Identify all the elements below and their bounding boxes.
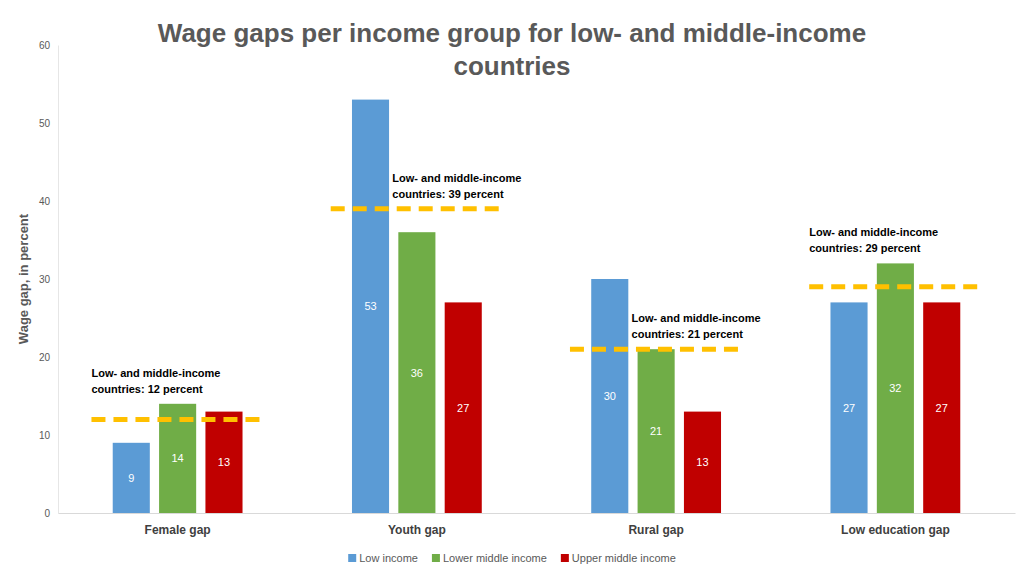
y-tick-label: 20 <box>39 352 51 363</box>
y-axis-line <box>58 46 59 514</box>
y-tick: 30 <box>39 274 58 285</box>
annotation: Low- and middle-income <box>809 226 938 238</box>
title-line: countries <box>453 51 570 81</box>
x-tick: Rural gap <box>628 513 683 537</box>
annotation: Low- and middle-income <box>392 172 521 184</box>
y-tick-label: 10 <box>39 430 51 441</box>
y-tick: 60 <box>39 40 58 51</box>
title: Wage gaps per income group for low- and … <box>158 18 866 81</box>
x-tick-label: Youth gap <box>388 523 446 537</box>
legend-item: Lower middle income <box>432 552 547 564</box>
annotation: Low- and middle-income <box>632 312 761 324</box>
annotation: countries: 21 percent <box>632 328 744 340</box>
data-label: 9 <box>128 472 134 484</box>
data-label: 27 <box>843 402 855 414</box>
bar <box>830 302 867 513</box>
y-tick-label: 30 <box>39 274 51 285</box>
data-label: 13 <box>218 456 230 468</box>
bar <box>205 412 242 513</box>
data-label: 53 <box>364 300 376 312</box>
y-tick: 10 <box>39 430 58 441</box>
y-axis-title: Wage gap, in percent <box>16 213 31 344</box>
data-label: 21 <box>650 425 662 437</box>
y-tick: 20 <box>39 352 58 363</box>
x-tick-label: Rural gap <box>628 523 683 537</box>
x-tick: Low education gap <box>841 513 950 537</box>
data-label: 13 <box>696 456 708 468</box>
bar <box>923 302 960 513</box>
bar <box>877 263 914 513</box>
bar <box>113 443 150 513</box>
annotation: Low- and middle-income <box>91 367 220 379</box>
data-label: 14 <box>172 452 184 464</box>
reference-line <box>809 284 981 289</box>
legend-swatch <box>348 554 356 562</box>
chart: Wage gaps per income group for low- and … <box>0 0 1024 576</box>
legend-label: Lower middle income <box>443 552 547 564</box>
bar <box>684 412 721 513</box>
legend-label: Upper middle income <box>572 552 676 564</box>
legend-item: Low income <box>348 552 418 564</box>
x-axis: Female gap Youth gap Rural gap Low educatio… <box>59 513 1016 537</box>
annotation: countries: 29 percent <box>809 242 921 254</box>
reference-line <box>331 206 503 211</box>
annotations: Low- and middle-income countries: 12 perc… <box>91 172 938 395</box>
data-label: 32 <box>889 382 901 394</box>
y-tick-label: 60 <box>39 40 51 51</box>
y-tick: 50 <box>39 118 58 129</box>
bar <box>445 302 482 513</box>
annotation: countries: 39 percent <box>392 188 504 200</box>
y-tick: 40 <box>39 196 58 207</box>
y-tick: 0 <box>44 508 58 519</box>
y-tick-label: 40 <box>39 196 51 207</box>
data-label: 27 <box>936 402 948 414</box>
bar <box>352 100 389 513</box>
y-axis: 0 10 20 30 40 50 60 <box>39 40 59 519</box>
x-tick: Youth gap <box>388 513 446 537</box>
data-labels: 9 53 30 27 14 36 21 32 13 27 13 27 <box>128 300 948 484</box>
bar <box>638 349 675 513</box>
title-line: Wage gaps per income group for low- and … <box>158 18 866 48</box>
reference-line <box>570 347 742 352</box>
legend-item: Upper middle income <box>561 552 676 564</box>
x-tick: Female gap <box>145 513 211 537</box>
data-label: 36 <box>411 367 423 379</box>
data-label: 30 <box>604 390 616 402</box>
x-axis-line <box>59 513 1016 514</box>
annotation: countries: 12 percent <box>91 383 203 395</box>
legend-swatch <box>432 554 440 562</box>
reference-line <box>91 417 263 422</box>
y-tick-label: 50 <box>39 118 51 129</box>
plot-area <box>91 100 981 513</box>
bar <box>398 232 435 513</box>
y-tick-label: 0 <box>44 508 50 519</box>
legend-swatch <box>561 554 569 562</box>
legend: Low income Lower middle income Upper middl… <box>348 552 676 564</box>
x-tick-label: Female gap <box>145 523 211 537</box>
x-tick-label: Low education gap <box>841 523 950 537</box>
bar <box>591 279 628 513</box>
legend-label: Low income <box>359 552 418 564</box>
data-label: 27 <box>457 402 469 414</box>
